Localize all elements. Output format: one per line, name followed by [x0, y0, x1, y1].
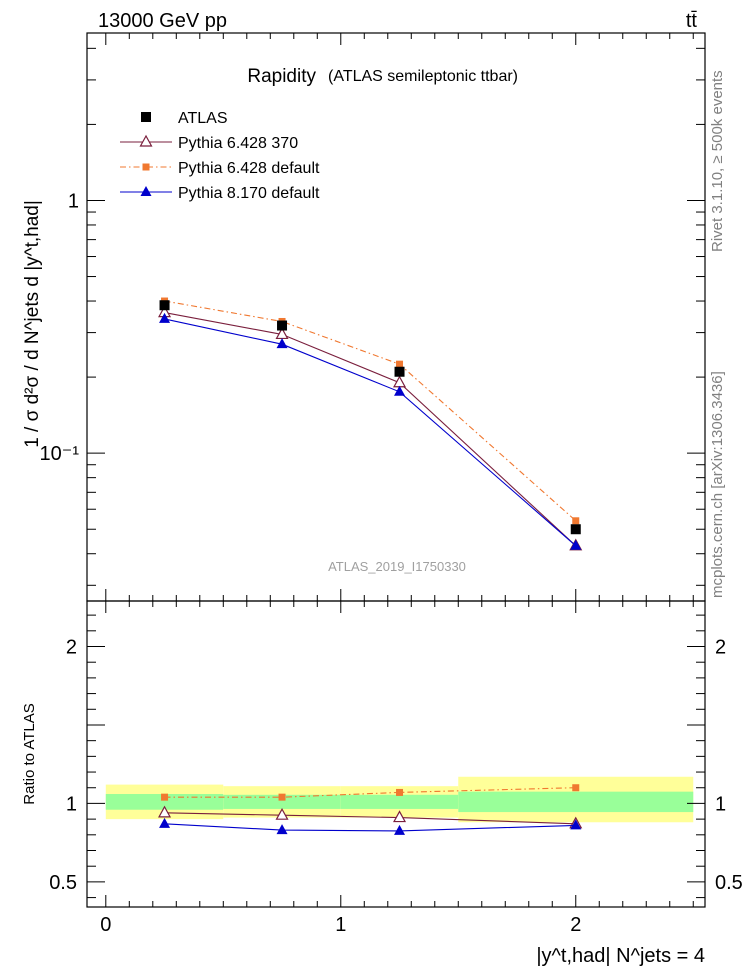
legend-label: ATLAS	[178, 110, 228, 127]
legend-marker	[141, 112, 151, 122]
main-data-point	[572, 517, 580, 525]
legend-label: Pythia 6.428 370	[178, 135, 298, 152]
ratio-y-tick-label-right: 2	[715, 637, 726, 659]
legend-label: Pythia 6.428 default	[178, 160, 320, 177]
main-series	[159, 300, 581, 535]
x-tick-label: 0	[100, 914, 111, 936]
ratio-y-tick-label: 0.5	[49, 872, 77, 894]
main-series	[159, 312, 582, 550]
energy-label: 13000 GeV pp	[98, 10, 227, 32]
x-tick-label: 2	[570, 914, 581, 936]
chart-title: Rapidity	[247, 66, 316, 87]
green-band-bin	[340, 794, 459, 809]
main-data-point	[276, 338, 288, 349]
ratio-y-tick-label-right: 1	[715, 793, 726, 815]
main-data-point	[159, 300, 170, 311]
ratio-data-point	[394, 824, 406, 835]
ratio-panel: 0.5 0.5 1 1 2 2 0 1 2	[49, 600, 743, 936]
process-label: tt̄	[686, 10, 698, 32]
ratio-data-point	[159, 817, 171, 828]
ratio-y-tick-label-right: 0.5	[715, 872, 743, 894]
green-band-bin	[458, 791, 694, 813]
rivet-label: Rivet 3.1.10, ≥ 500k events	[709, 70, 726, 252]
ratio-data-point	[393, 810, 407, 823]
main-data-point	[277, 320, 288, 331]
main-series	[158, 305, 583, 551]
ratio-data-point	[396, 788, 404, 796]
y-tick-label: 10⁻¹	[40, 443, 80, 465]
ratio-y-axis-label: Ratio to ATLAS	[21, 703, 38, 804]
ratio-data-point	[158, 805, 172, 818]
legend-label: Pythia 8.170 default	[178, 185, 320, 202]
ratio-series-line	[164, 812, 576, 825]
main-data-point	[396, 360, 404, 368]
legend: ATLAS Pythia 6.428 370 Pythia 6.428 defaul…	[120, 110, 320, 202]
legend-marker	[140, 186, 152, 196]
ratio-y-tick-label: 1	[66, 793, 77, 815]
watermark: ATLAS_2019_I1750330	[328, 559, 466, 574]
main-series-line	[164, 312, 577, 547]
legend-marker	[142, 163, 150, 171]
ratio-frame	[86, 600, 706, 908]
ratio-series	[159, 817, 582, 835]
green-band-bin	[223, 794, 341, 809]
mcplots-label: mcplots.cern.ch [arXiv:1306.3436]	[709, 371, 726, 598]
chart-subtitle: (ATLAS semileptonic ttbar)	[328, 68, 518, 85]
ratio-series-line	[164, 823, 576, 832]
main-data-point	[394, 385, 406, 396]
main-panel: 1 10⁻¹ ATLAS Pythia 6.428 370 Pythia 6.428 d…	[40, 32, 706, 602]
ratio-series-line	[164, 787, 576, 798]
main-data-point	[393, 375, 407, 388]
main-series-line	[164, 318, 577, 547]
x-tick-label: 1	[335, 914, 346, 936]
ratio-data-point	[161, 793, 169, 801]
ratio-data-point	[570, 819, 582, 830]
main-series-line	[164, 300, 577, 522]
ratio-uncertainty-bands	[105, 776, 694, 823]
main-y-axis-label: 1 / σ d²σ / d N^jets d |y^t,had|	[22, 200, 43, 448]
main-data-point	[570, 539, 582, 550]
ratio-data-point	[275, 807, 289, 820]
ratio-data-point	[572, 784, 580, 792]
main-data-point	[394, 366, 405, 377]
legend-marker	[139, 134, 153, 147]
main-data-point	[570, 524, 581, 535]
ratio-series	[161, 784, 580, 801]
ratio-y-tick-label: 2	[66, 637, 77, 659]
green-band-bin	[105, 794, 224, 810]
ratio-data-point	[278, 793, 286, 801]
main-data-point	[159, 312, 171, 323]
y-tick-label: 1	[68, 190, 79, 212]
x-axis-label: |y^t,had| N^jets = 4	[536, 945, 705, 967]
ratio-data-point	[276, 824, 288, 835]
